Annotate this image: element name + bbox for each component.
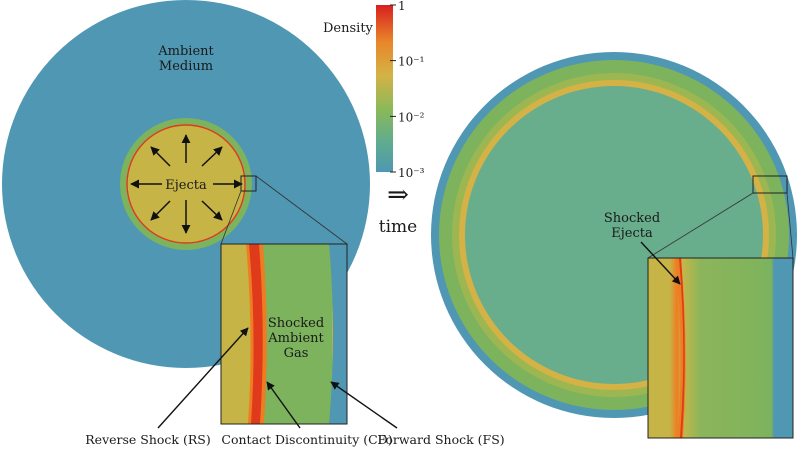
inset-label-1: Shocked: [268, 316, 324, 331]
ambient-medium-label-2: Medium: [159, 59, 213, 74]
inset-rs-glow: [246, 244, 254, 424]
inset-label-3: Gas: [284, 346, 309, 361]
right-panel: Shocked Ejecta: [431, 52, 797, 439]
ejecta-label: Ejecta: [165, 178, 207, 193]
zoom-line-top: [255, 175, 348, 245]
reverse-shock-label: Reverse Shock (RS): [85, 432, 210, 447]
forward-shock-label: Forward Shock (FS): [377, 432, 504, 447]
inset-label-2: Ambient: [267, 331, 324, 346]
reverse-shock-ring: [126, 124, 246, 244]
colorbar: Density ρ 1 10⁻¹ 10⁻² 10⁻³: [323, 0, 425, 180]
inset-shocked-ambient: [256, 244, 336, 424]
right-inset: [648, 258, 793, 438]
fs-arrow: [330, 381, 398, 429]
left-panel: Ambient Medium Ejecta Shocked Ambient: [2, 0, 370, 425]
colorbar-ticks: 1 10⁻¹ 10⁻² 10⁻³: [390, 0, 425, 180]
arrow-down-right: [201, 200, 223, 221]
inset-ambient: [329, 244, 347, 424]
callouts: [157, 327, 398, 429]
left-inset-frame: [220, 243, 348, 425]
shocked-ejecta-label-2: Ejecta: [611, 226, 653, 241]
time-label: time: [379, 217, 417, 237]
colorbar-tick-label: 10⁻²: [398, 110, 425, 124]
colorbar-tick-label: 10⁻³: [398, 166, 425, 180]
rs-arrow: [157, 327, 249, 429]
arrow-up-right: [201, 146, 223, 167]
arrow-down-left: [150, 200, 171, 221]
right-inset-frame: [647, 257, 794, 439]
right-zoom-line-left: [647, 192, 754, 259]
zoom-box-small: [240, 175, 257, 192]
arrow-up-left: [150, 146, 171, 167]
shocked-ejecta-arrow: [640, 241, 681, 285]
contact-discontinuity-label: Contact Discontinuity (CD): [221, 432, 392, 447]
time-arrow-symbol: ⇒: [387, 180, 409, 210]
colorbar-title: Density ρ: [323, 21, 385, 36]
colorbar-tick-label: 1: [398, 0, 406, 13]
colorbar-gradient: [376, 5, 393, 172]
zoom-line-bottom: [220, 190, 242, 245]
ambient-medium-label-1: Ambient: [157, 44, 214, 59]
colorbar-tick-label: 10⁻¹: [398, 55, 424, 69]
cd-arrow: [266, 381, 301, 429]
shocked-ejecta-label-1: Shocked: [604, 211, 660, 226]
right-zoom-line-right: [786, 192, 794, 259]
inset-cd-glow: [259, 244, 267, 424]
expansion-arrows: [130, 134, 243, 234]
right-zoom-box: [752, 175, 788, 194]
